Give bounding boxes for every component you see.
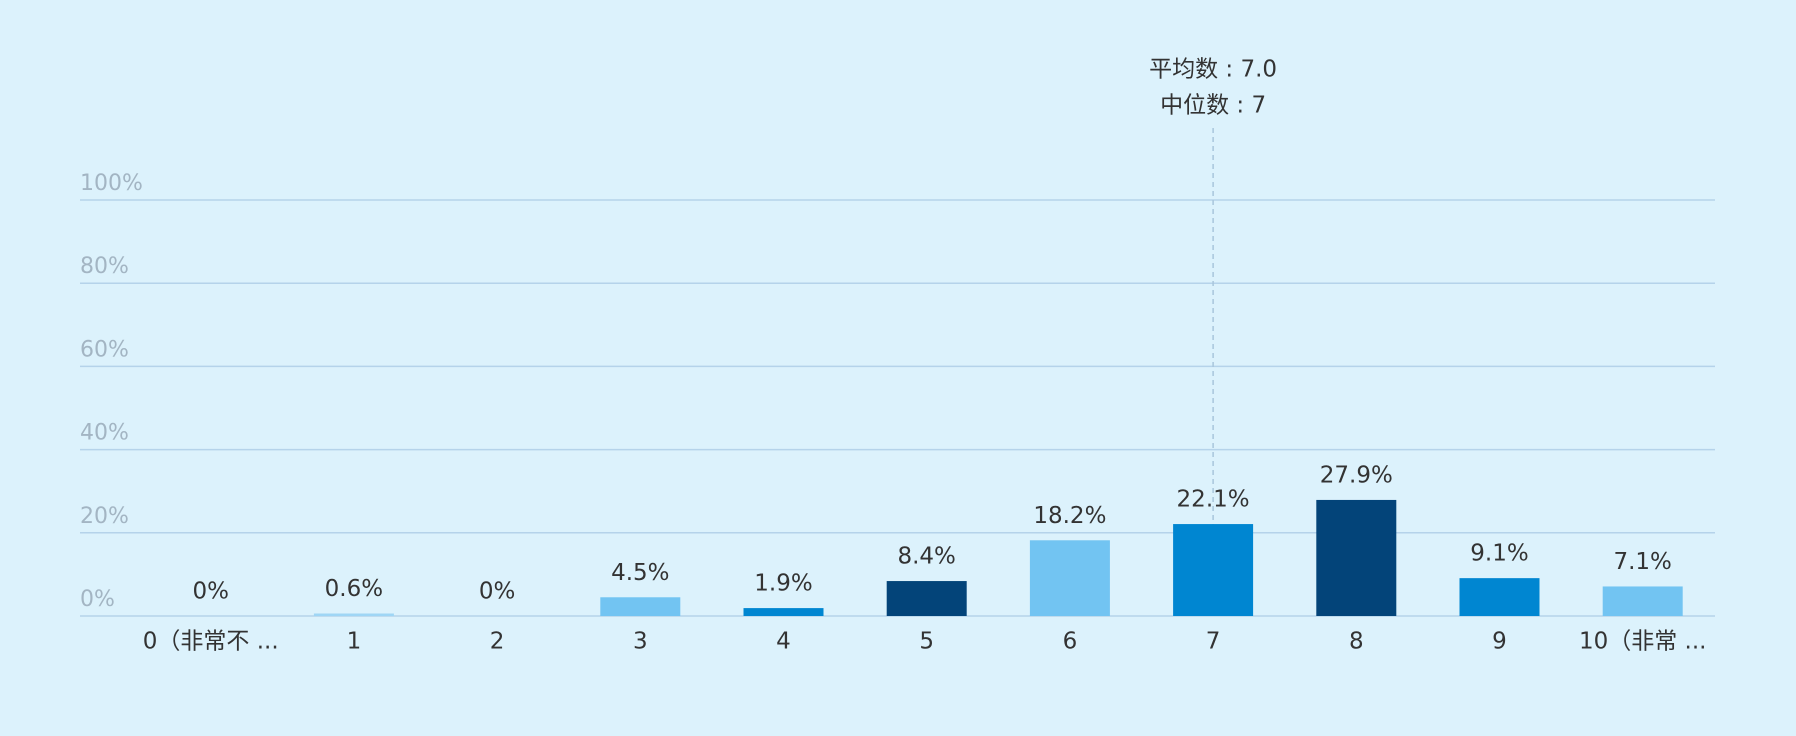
y-tick-label: 0% (80, 587, 115, 612)
value-label: 27.9% (1320, 462, 1393, 488)
bar (1316, 499, 1397, 616)
value-label: 0% (479, 579, 516, 605)
x-tick-label: 8 (1349, 629, 1364, 655)
x-tick-label: 2 (490, 629, 505, 655)
bar (1602, 586, 1683, 616)
bar (743, 608, 824, 616)
bar (1173, 524, 1254, 616)
value-label: 0.6% (325, 576, 383, 602)
x-tick-label: 4 (776, 629, 791, 655)
value-label: 22.1% (1177, 487, 1250, 513)
median-label: 中位数 : 7 (1160, 93, 1266, 119)
value-label: 8.4% (897, 544, 955, 570)
x-tick-label: 0（非常不 ... (143, 629, 279, 655)
y-tick-label: 60% (80, 337, 129, 362)
x-tick-label: 10（非常 ... (1579, 629, 1707, 655)
y-tick-label: 100% (80, 171, 143, 196)
value-label: 1.9% (754, 571, 812, 597)
bar (313, 613, 394, 616)
mean-label: 平均数 : 7.0 (1149, 57, 1277, 83)
x-tick-label: 9 (1492, 629, 1507, 655)
value-label: 4.5% (611, 560, 669, 586)
x-tick-label: 1 (347, 629, 362, 655)
value-label: 0% (192, 579, 229, 605)
x-tick-label: 6 (1063, 629, 1078, 655)
value-label: 18.2% (1033, 503, 1106, 529)
x-tick-label: 5 (919, 629, 934, 655)
bar (600, 597, 681, 616)
value-label: 7.1% (1613, 549, 1671, 575)
y-tick-label: 40% (80, 421, 129, 446)
y-tick-label: 80% (80, 254, 129, 279)
bar (886, 581, 967, 616)
x-tick-label: 7 (1206, 629, 1221, 655)
value-label: 9.1% (1470, 541, 1528, 567)
y-tick-label: 20% (80, 504, 129, 529)
x-tick-label: 3 (633, 629, 648, 655)
bar (1459, 578, 1540, 616)
bar (1029, 540, 1110, 616)
